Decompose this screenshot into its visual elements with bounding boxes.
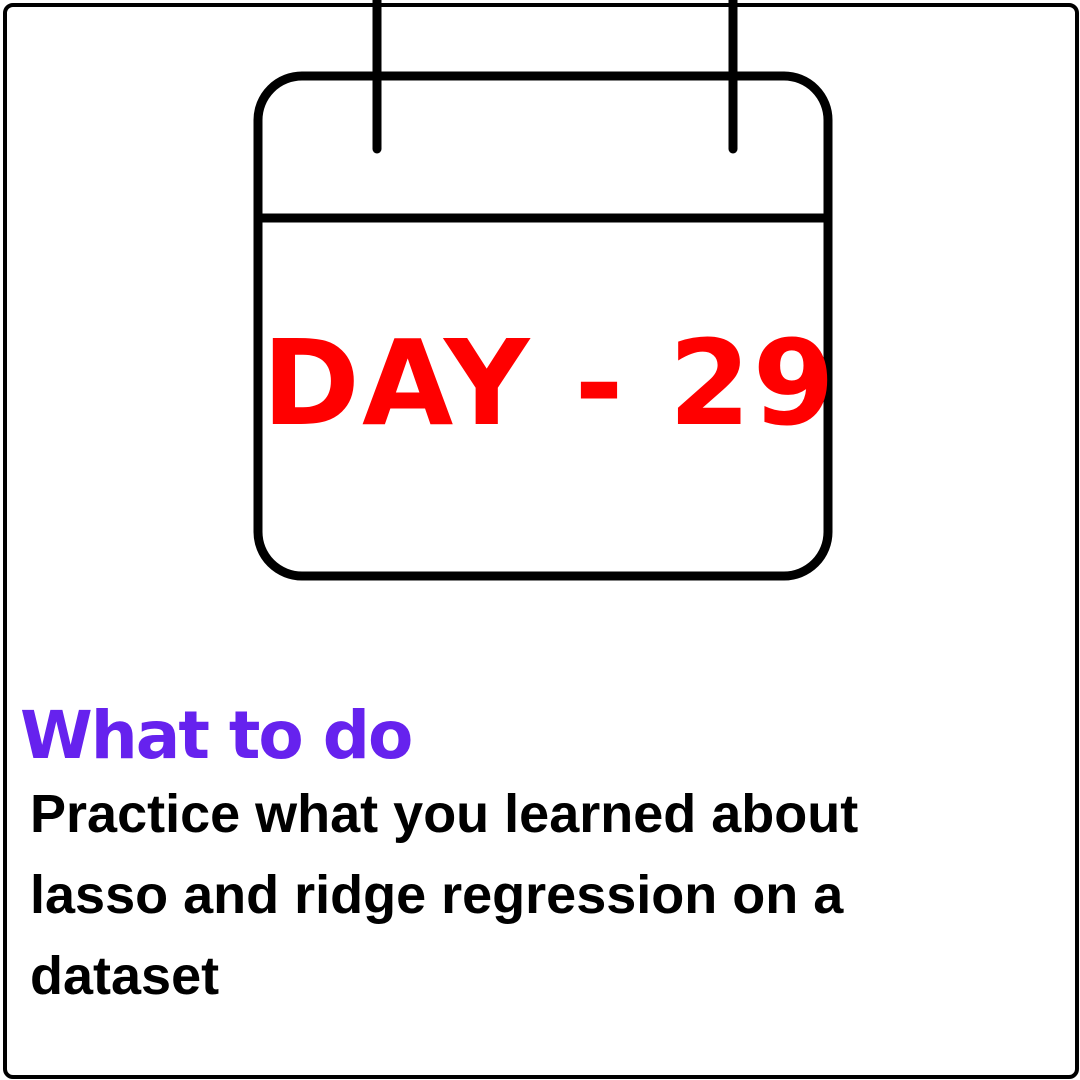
calendar-body <box>253 71 833 581</box>
day-label: DAY - 29 <box>262 314 837 452</box>
task-description: Practice what you learned about lasso an… <box>30 784 859 1006</box>
section-heading: What to do <box>20 697 413 774</box>
page-frame <box>3 3 1079 1079</box>
calendar-icon <box>253 0 833 581</box>
